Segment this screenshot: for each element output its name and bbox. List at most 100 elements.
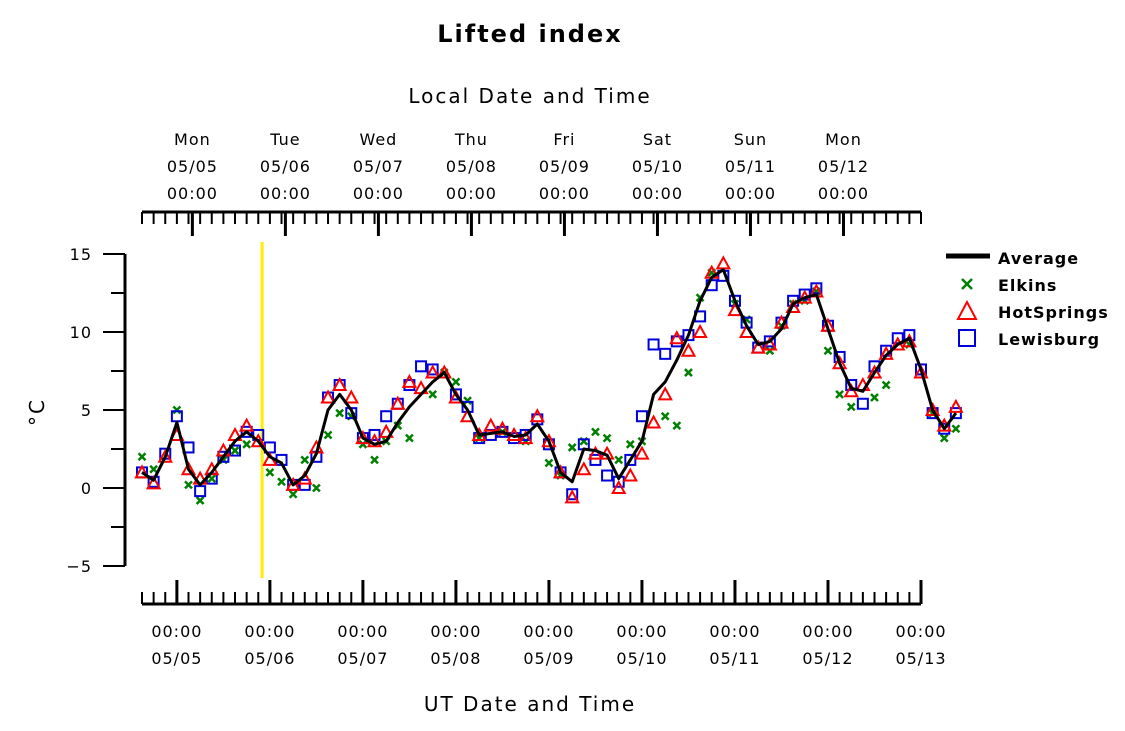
hotsprings-point: [378, 423, 394, 438]
lewisburg-point: [624, 453, 637, 466]
elkins-point: [323, 430, 333, 440]
lewisburg-point: [415, 360, 428, 373]
elkins-point: [172, 405, 182, 415]
top-tick-day-label: Sat: [643, 130, 672, 149]
top-tick-day-label: Mon: [174, 130, 211, 149]
elkins-point: [230, 446, 240, 455]
hotsprings-point: [401, 373, 418, 388]
top-tick-time-label: 00:00: [632, 184, 683, 203]
y-tick-label: −5: [66, 557, 92, 576]
elkins-point: [184, 480, 193, 490]
hotsprings-point: [134, 464, 150, 479]
lewisburg-point: [682, 329, 695, 342]
elkins-point: [242, 439, 252, 449]
hotsprings-point: [785, 298, 801, 314]
elkins-point: [149, 464, 159, 474]
lewisburg-point: [240, 425, 253, 438]
bottom-tick-time-label: 00:00: [337, 622, 388, 641]
hotsprings-point: [843, 383, 859, 398]
bottom-tick-date-label: 05/07: [337, 649, 388, 668]
elkins-point: [288, 489, 298, 499]
series-average: [141, 268, 958, 487]
hotsprings-point: [866, 364, 883, 379]
top-tick-time-label: 00:00: [167, 184, 218, 203]
elkins-point: [684, 368, 693, 377]
top-tick-time-label: 00:00: [446, 184, 497, 203]
top-tick-day-label: Mon: [825, 130, 862, 149]
hotsprings-point: [483, 417, 499, 432]
bottom-tick-date-label: 05/10: [616, 649, 667, 668]
bottom-tick-date-label: 05/11: [709, 649, 760, 668]
elkins-point: [823, 346, 833, 356]
legend: Average Elkins HotSprings Lewisburg: [946, 249, 1109, 349]
top-tick-time-label: 00:00: [539, 184, 590, 203]
legend-label-hotsprings: HotSprings: [998, 303, 1109, 322]
bottom-tick-time-label: 00:00: [895, 622, 946, 641]
y-tick-label: 0: [81, 479, 92, 498]
top-tick-date-label: 05/10: [632, 157, 683, 176]
hotsprings-point: [529, 408, 545, 423]
lewisburg-point: [856, 397, 869, 410]
legend-label-lewisburg: Lewisburg: [998, 330, 1100, 349]
bottom-tick-time-label: 00:00: [244, 622, 295, 641]
top-tick-day-label: Thu: [454, 130, 488, 149]
lewisburg-point: [368, 428, 381, 441]
elkins-point: [951, 424, 961, 434]
elkins-point: [300, 455, 310, 465]
top-tick-day-label: Wed: [359, 130, 397, 149]
hotsprings-point: [622, 467, 639, 482]
hotsprings-point: [180, 461, 197, 476]
hotsprings-point: [657, 386, 673, 401]
elkins-point: [428, 390, 438, 399]
top-tick-date-label: 05/06: [260, 157, 311, 176]
hotsprings-point: [913, 364, 929, 379]
lewisburg-point: [601, 469, 614, 482]
elkins-point: [614, 455, 624, 465]
hotsprings-point: [762, 336, 778, 351]
hotsprings-point: [680, 342, 697, 357]
elkins-point: [567, 443, 577, 452]
hotsprings-point: [424, 364, 441, 379]
hotsprings-point: [715, 255, 732, 270]
bottom-tick-time-label: 00:00: [151, 622, 202, 641]
lewisburg-point: [380, 410, 393, 423]
top-tick-date-label: 05/08: [446, 157, 497, 176]
bottom-tick-time-label: 00:00: [709, 622, 760, 641]
legend-swatch-hotsprings: [956, 299, 978, 320]
top-tick-date-label: 05/07: [353, 157, 404, 176]
bottom-tick-date-label: 05/13: [895, 649, 946, 668]
y-tick-label: 15: [70, 245, 92, 264]
axes: 00:00 05/05 00:00 05/06 00:00 05/07 00:00 05/08…: [66, 130, 946, 668]
lewisburg-point: [426, 363, 439, 376]
elkins-point: [672, 421, 682, 430]
bottom-tick-date-label: 05/08: [430, 649, 481, 668]
hotsprings-point: [692, 323, 708, 338]
series-hotsprings: [134, 255, 964, 504]
hotsprings-point: [331, 376, 348, 392]
top-tick-day-label: Fri: [553, 130, 575, 149]
lewisburg-point: [635, 410, 648, 423]
top-tick-day-label: Tue: [269, 130, 300, 149]
top-tick-time-label: 00:00: [725, 184, 776, 203]
hotsprings-point: [669, 330, 685, 345]
elkins-point: [765, 346, 775, 356]
elkins-point: [335, 408, 345, 418]
hotsprings-point: [750, 339, 766, 354]
average-line: [141, 268, 958, 487]
bottom-tick-time-label: 00:00: [802, 622, 853, 641]
top-tick-time-label: 00:00: [818, 184, 869, 203]
elkins-point: [370, 455, 379, 465]
plot-area: [134, 255, 964, 505]
hotsprings-point: [355, 429, 371, 445]
hotsprings-point: [436, 364, 452, 379]
elkins-point: [451, 377, 461, 387]
bottom-tick-date-label: 05/05: [151, 649, 202, 668]
elkins-point: [137, 452, 147, 462]
bottom-tick-time-label: 00:00: [523, 622, 574, 641]
elkins-point: [660, 411, 670, 421]
top-tick-date-label: 05/12: [818, 157, 869, 176]
top-tick-time-label: 00:00: [353, 184, 404, 203]
elkins-point: [265, 468, 275, 477]
legend-label-average: Average: [998, 249, 1079, 268]
